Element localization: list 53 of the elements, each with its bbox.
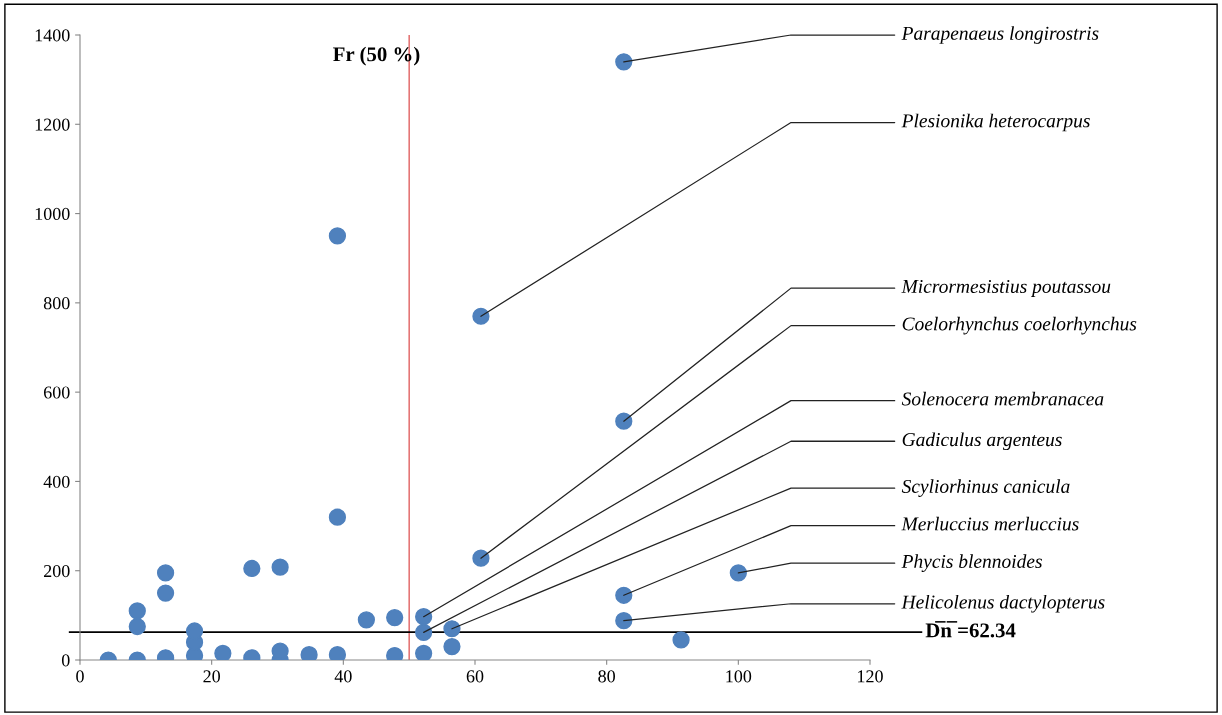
annotation: Micrormesistius poutassou: [901, 279, 1111, 297]
point: [214, 644, 232, 660]
y-tick-label: 0: [61, 654, 70, 667]
point: [672, 631, 690, 649]
point: [415, 644, 433, 660]
y-tick-label: 1000: [35, 207, 70, 221]
point: [300, 646, 318, 660]
point: [615, 412, 633, 430]
ref-line-label: D̅n̅ =62.34: [925, 621, 1016, 638]
annotation: Parapenaeus longirostris: [901, 26, 1099, 44]
point: [328, 646, 347, 660]
annotation: Helicolenus dactylopterus: [901, 594, 1105, 613]
point: [128, 617, 146, 636]
y-tick-label: 1400: [35, 29, 70, 42]
annotation: Coelorhynchus coelorhynchus: [902, 316, 1137, 335]
annotation: Gadiculus argenteus: [902, 432, 1062, 451]
point: [472, 549, 490, 567]
point: [156, 564, 175, 582]
point: [243, 559, 261, 578]
point: [615, 612, 633, 630]
annotation: Plesionika heterocarpus: [901, 113, 1090, 132]
point: [729, 564, 747, 582]
point: [443, 637, 461, 656]
annotation: Solenocera membranacea: [901, 391, 1104, 406]
point: [328, 508, 347, 526]
point: [415, 623, 433, 641]
point: [128, 602, 146, 620]
x-tick-label: 40: [334, 670, 352, 683]
y-tick-label: 400: [43, 475, 70, 488]
x-tick-label: 120: [858, 670, 883, 683]
x-tick-label: 80: [598, 670, 616, 683]
point: [443, 620, 461, 638]
point: [386, 608, 404, 627]
annotation: Phycis blennoides: [901, 554, 1042, 572]
y-tick-label: 200: [43, 564, 70, 578]
x-tick-label: 60: [466, 670, 484, 683]
point: [328, 227, 347, 245]
point: [615, 586, 633, 604]
x-tick-label: 20: [203, 670, 221, 683]
x-tick-label: 100: [726, 670, 752, 683]
point: [156, 584, 175, 602]
point: [357, 611, 375, 629]
point: [415, 608, 433, 626]
point: [271, 558, 289, 576]
y-tick-label: 800: [43, 297, 70, 310]
point: [615, 53, 633, 71]
y-tick-label: 600: [43, 386, 70, 399]
point: [472, 307, 490, 325]
ref-line-label: Fr (50 %): [333, 46, 420, 66]
x-tick-label: 0: [76, 670, 84, 683]
annotation: Scyliorhinus canicula: [901, 479, 1070, 497]
annotation: Merluccius merluccius: [901, 516, 1079, 531]
y-tick-label: 1200: [35, 118, 70, 131]
